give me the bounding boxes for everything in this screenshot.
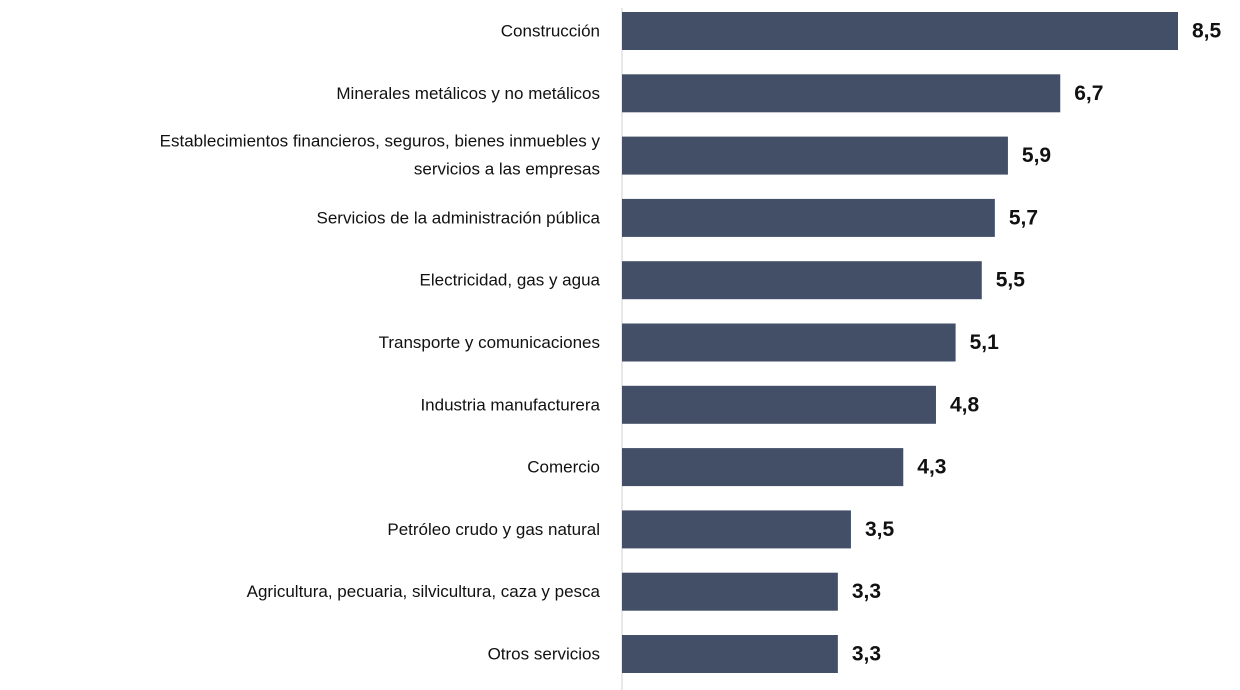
value-label: 5,9 [1022, 144, 1051, 167]
category-label: Comercio [527, 458, 600, 477]
bar [622, 323, 956, 362]
category-label: Transporte y comunicaciones [379, 333, 600, 352]
value-label: 5,1 [970, 331, 1000, 354]
bar [622, 385, 936, 424]
bar [622, 136, 1008, 175]
category-label: Petróleo crudo y gas natural [387, 520, 600, 539]
category-label: Otros servicios [488, 644, 600, 663]
category-label: Minerales metálicos y no metálicos [336, 84, 600, 103]
category-label: Agricultura, pecuaria, silvicultura, caz… [247, 582, 601, 601]
category-label: Construcción [501, 21, 600, 40]
value-label: 4,3 [917, 456, 946, 479]
value-label: 5,7 [1009, 206, 1038, 229]
value-label: 5,5 [996, 269, 1026, 292]
bar [622, 12, 1178, 50]
bar [622, 635, 838, 673]
value-label: 6,7 [1074, 82, 1103, 105]
value-label: 3,3 [852, 580, 881, 603]
value-label: 8,5 [1192, 20, 1222, 43]
bar [622, 572, 838, 611]
value-label: 3,5 [865, 518, 895, 541]
category-label: Establecimientos financieros, seguros, b… [160, 132, 601, 179]
category-label: Industria manufacturera [420, 395, 600, 414]
category-label: Servicios de la administración pública [317, 208, 601, 227]
bar [622, 510, 851, 549]
bar [622, 261, 982, 300]
bar [622, 198, 995, 237]
value-label: 3,3 [852, 643, 881, 666]
category-label: Electricidad, gas y agua [420, 271, 601, 290]
bar [622, 74, 1061, 113]
bar [622, 448, 904, 487]
value-label: 4,8 [950, 393, 980, 416]
